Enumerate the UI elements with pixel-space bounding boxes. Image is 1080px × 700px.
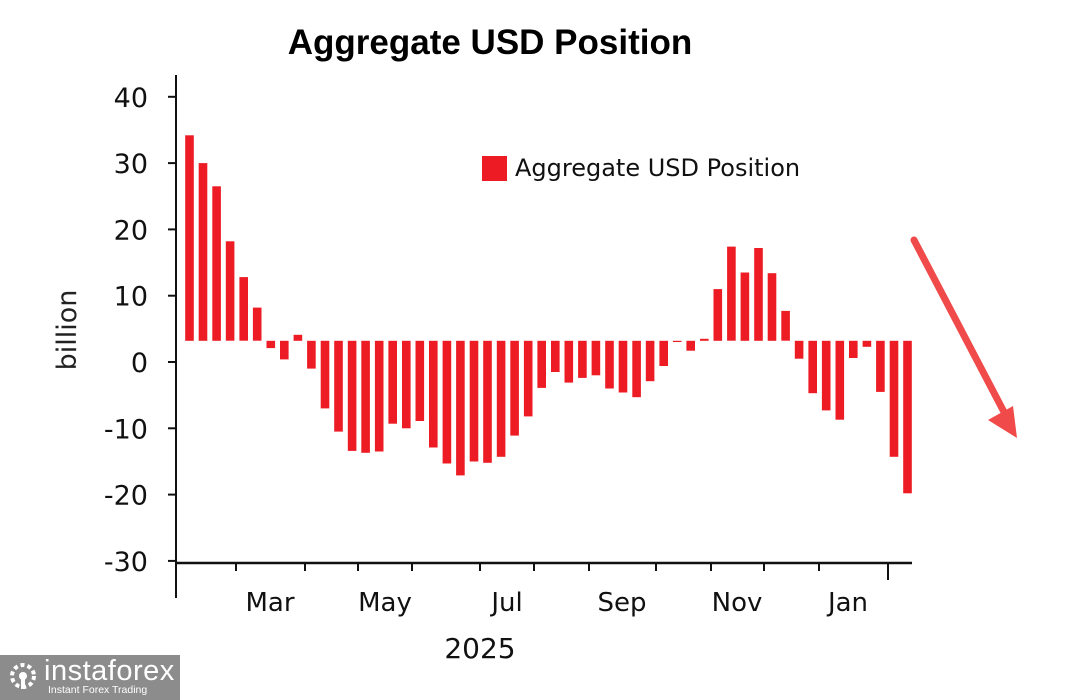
bar: [374, 340, 384, 452]
bar: [198, 163, 208, 341]
y-tick-label: 40: [114, 83, 148, 114]
bar: [429, 340, 438, 448]
bar: [876, 340, 885, 392]
bar: [442, 340, 452, 464]
x-tick-label: Jul: [489, 588, 522, 618]
bar: [469, 340, 479, 462]
bar: [456, 340, 465, 476]
bar: [212, 186, 221, 341]
bar: [483, 340, 492, 463]
bar: [388, 340, 397, 424]
bar: [293, 334, 303, 341]
legend-label: Aggregate USD Position: [515, 154, 800, 182]
bar: [889, 340, 899, 457]
bar: [713, 289, 723, 341]
y-tick-label: -20: [104, 481, 148, 512]
bar: [551, 340, 560, 372]
y-tick-label: 20: [114, 215, 148, 246]
bar: [632, 340, 641, 398]
instaforex-watermark: instaforex Instant Forex Trading: [0, 655, 180, 700]
bar: [618, 340, 628, 393]
bar: [320, 340, 330, 409]
bar: [591, 340, 601, 376]
bar: [767, 273, 777, 341]
x-tick-label: Mar: [245, 588, 294, 618]
bar: [727, 246, 736, 341]
y-tick-label: 10: [114, 282, 148, 313]
bar: [605, 340, 614, 389]
bar: [334, 340, 343, 432]
x-tick-label: May: [358, 588, 412, 618]
y-tick-label: -30: [104, 547, 148, 578]
bar: [808, 340, 817, 394]
bar: [537, 340, 546, 388]
legend-swatch: [482, 156, 507, 181]
bar: [672, 340, 682, 342]
bar: [347, 340, 357, 451]
bar: [659, 340, 668, 366]
trend-arrow-icon: [910, 236, 1017, 438]
legend: Aggregate USD Position: [482, 154, 800, 182]
bar: [862, 340, 872, 347]
bar: [496, 340, 506, 457]
x-axis-label: 2025: [444, 632, 515, 665]
y-axis-label: billion: [52, 290, 83, 371]
bar: [821, 340, 831, 411]
bar: [849, 340, 858, 358]
bar: [794, 340, 804, 359]
bar: [266, 340, 276, 349]
bar: [252, 307, 262, 341]
bar: [185, 135, 194, 341]
bar: [402, 340, 411, 429]
bar: [415, 340, 425, 421]
y-tick-label: 0: [131, 348, 148, 379]
y-tick-label: -10: [104, 414, 148, 445]
brand-name: instaforex: [44, 655, 175, 687]
bar: [835, 340, 845, 420]
brand-tagline: Instant Forex Trading: [48, 684, 148, 696]
x-tick-label: Sep: [597, 588, 646, 618]
bar: [307, 340, 316, 369]
bar: [280, 340, 289, 360]
bar: [239, 277, 248, 341]
chart-title: Aggregate USD Position: [288, 23, 692, 62]
bar: [510, 340, 519, 436]
bar: [781, 310, 790, 341]
bar: [700, 338, 709, 341]
gear-logo-icon: [10, 663, 36, 689]
bar: [686, 340, 695, 351]
x-tick-label: Nov: [712, 588, 763, 618]
bar: [361, 340, 370, 453]
x-tick-label: Jan: [826, 588, 868, 618]
bar: [225, 241, 235, 341]
bar: [523, 340, 533, 417]
y-tick-label: 30: [114, 149, 148, 180]
bar: [754, 248, 763, 341]
bar: [578, 340, 587, 378]
bar: [740, 272, 750, 341]
bar: [564, 340, 574, 383]
bar: [903, 340, 912, 494]
bar: [645, 340, 655, 382]
